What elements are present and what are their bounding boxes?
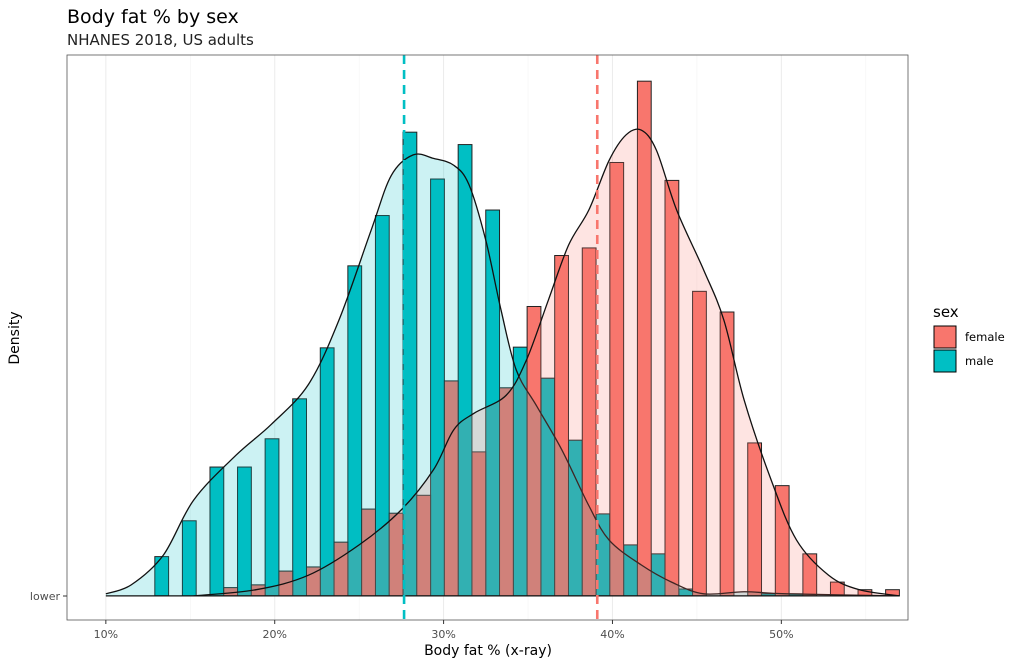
panel-border [66, 54, 909, 621]
legend-label-male: male [965, 354, 994, 368]
y-tick-label: lower [30, 590, 61, 603]
x-axis-label: Body fat % (x-ray) [424, 643, 552, 659]
legend-swatch-female [933, 325, 957, 349]
y-axis-label: Density [7, 311, 23, 364]
density-fill-male [105, 153, 900, 596]
mean-lines [402, 55, 599, 620]
x-tick-label: 10% [94, 628, 118, 641]
chart-subtitle: NHANES 2018, US adults [67, 31, 254, 49]
x-tick-label: 30% [431, 628, 455, 641]
chart-title: Body fat % by sex [67, 6, 239, 28]
x-tick-label: 20% [262, 628, 286, 641]
legend-label-female: female [965, 330, 1005, 344]
legend-title: sex [933, 303, 959, 321]
legend-swatch-male [933, 349, 957, 373]
x-tick-label: 40% [600, 628, 624, 641]
x-tick-label: 50% [769, 628, 793, 641]
density-line-male [105, 153, 900, 597]
legend: sex female male [933, 303, 1005, 373]
density-line-female [193, 128, 900, 597]
density-fill-female [193, 129, 900, 596]
density-curves [105, 128, 900, 597]
x-axis: 10% 20% 30% 40% 50% [94, 620, 794, 641]
